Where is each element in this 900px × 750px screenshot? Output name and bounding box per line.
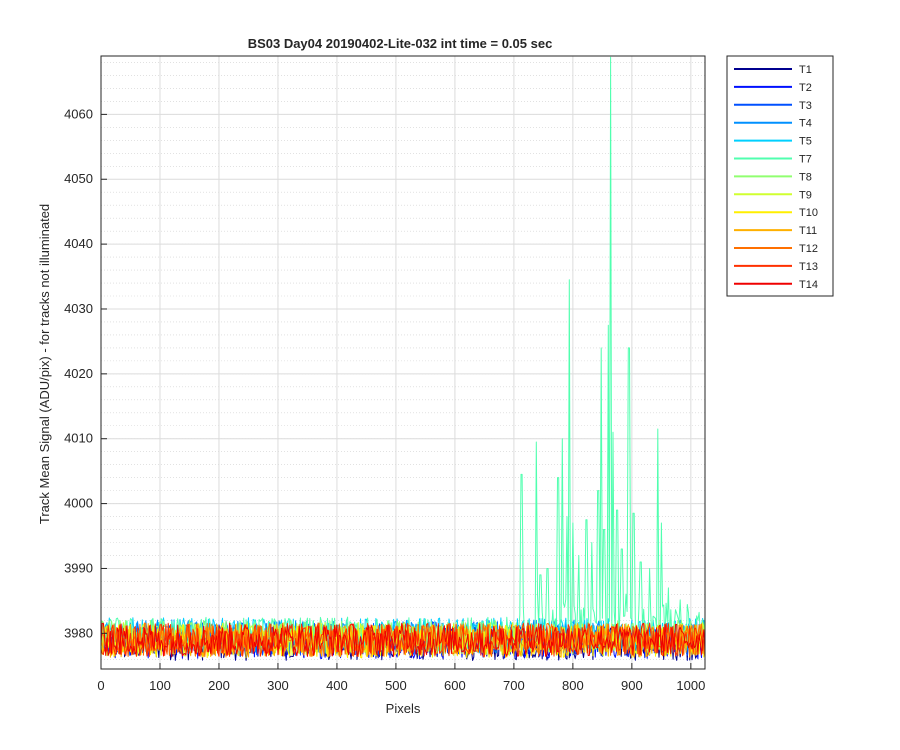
legend-label-t2: T2 <box>799 82 812 94</box>
y-tick-label: 4050 <box>64 171 93 186</box>
x-axis-label: Pixels <box>386 701 421 716</box>
series-line-t13 <box>101 622 705 657</box>
x-tick-label: 300 <box>267 678 289 693</box>
axis-ticks: 0 100 200 300 400 500 600 700 800 900 1000 3980 3990… <box>64 106 705 693</box>
x-tick-label: 900 <box>621 678 643 693</box>
y-axis-label: Track Mean Signal (ADU/pix) - for tracks… <box>37 204 52 524</box>
y-tick-label: 3990 <box>64 560 93 575</box>
legend-label-t8: T8 <box>799 171 812 183</box>
legend: T1 T2 T3 T4 T5 T7 T8 T9 T10 T11 T12 T13 T14 <box>726 55 834 297</box>
legend-label-t13: T13 <box>799 261 818 273</box>
x-tick-label: 600 <box>444 678 466 693</box>
plot-frame <box>100 55 706 670</box>
y-tick-label: 4040 <box>64 236 93 251</box>
legend-label-t3: T3 <box>799 100 812 112</box>
x-tick-label: 1000 <box>676 678 705 693</box>
series-lines <box>101 56 705 661</box>
legend-label-t12: T12 <box>799 243 818 255</box>
x-tick-label: 0 <box>97 678 104 693</box>
x-tick-label: 200 <box>208 678 230 693</box>
legend-label-t10: T10 <box>799 207 818 219</box>
plot-area <box>101 56 705 669</box>
legend-label-t9: T9 <box>799 189 812 201</box>
y-tick-label: 4010 <box>64 431 93 446</box>
y-tick-label: 4060 <box>64 106 93 121</box>
legend-label-t14: T14 <box>799 279 818 291</box>
x-tick-label: 800 <box>562 678 584 693</box>
x-tick-label: 100 <box>149 678 171 693</box>
x-tick-label: 500 <box>385 678 407 693</box>
x-tick-label: 700 <box>503 678 525 693</box>
legend-label-t1: T1 <box>799 64 812 76</box>
y-tick-label: 4030 <box>64 301 93 316</box>
y-tick-label: 3980 <box>64 625 93 640</box>
legend-label-t5: T5 <box>799 136 812 148</box>
chart-title: BS03 Day04 20190402-Lite-032 int time = … <box>248 36 553 51</box>
y-tick-label: 4020 <box>64 366 93 381</box>
series-line-t14 <box>101 622 705 658</box>
y-tick-label: 4000 <box>64 496 93 511</box>
legend-label-t7: T7 <box>799 154 812 166</box>
legend-label-t4: T4 <box>799 118 812 130</box>
x-tick-label: 400 <box>326 678 348 693</box>
legend-label-t11: T11 <box>799 225 817 237</box>
grid <box>100 56 705 669</box>
